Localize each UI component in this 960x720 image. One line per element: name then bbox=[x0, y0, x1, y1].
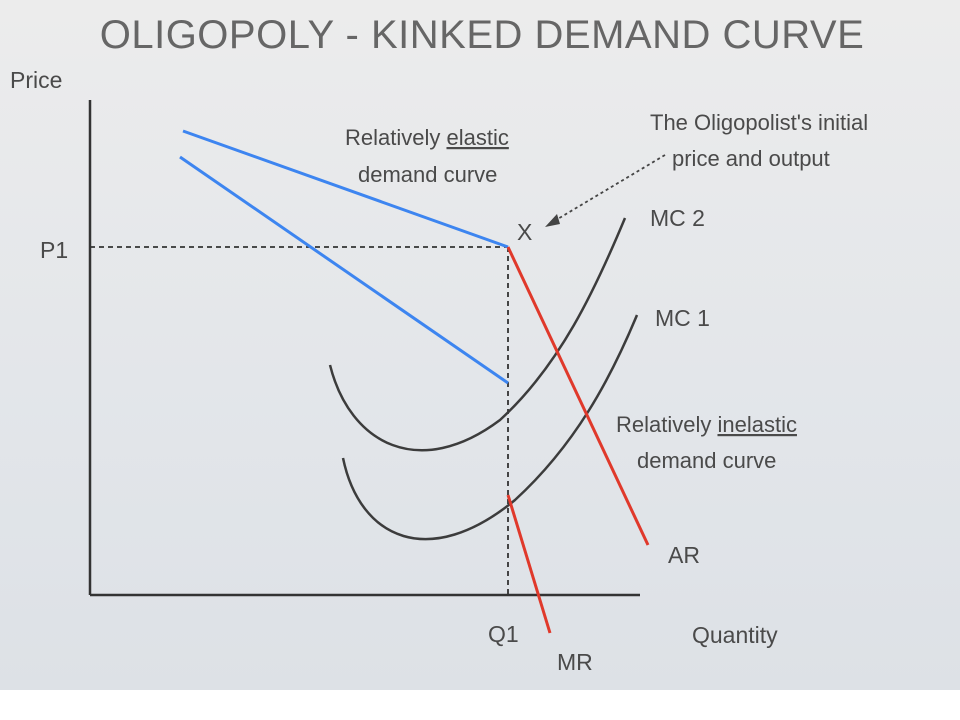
mc2-curve bbox=[328, 217, 627, 452]
elastic-word: elastic bbox=[446, 125, 508, 150]
mc1-curve bbox=[341, 314, 639, 541]
initial-annotation-line2: price and output bbox=[672, 146, 830, 171]
page-title: OLIGOPOLY - KINKED DEMAND CURVE bbox=[100, 13, 865, 57]
inelastic-mr-segment bbox=[506, 494, 552, 634]
mc1-label: MC 1 bbox=[655, 305, 710, 331]
kink-marker: X bbox=[517, 219, 532, 245]
elastic-annotation-line1: Relatively elastic bbox=[345, 125, 509, 150]
quantity-tick-label: Q1 bbox=[488, 621, 519, 647]
inelastic-annotation-line1: Relatively inelastic bbox=[616, 412, 797, 437]
elastic-annotation-line2: demand curve bbox=[358, 162, 497, 187]
elastic-ar-segment bbox=[182, 129, 509, 249]
initial-pointer-arrowhead bbox=[545, 214, 560, 227]
inelastic-ar-segment bbox=[506, 246, 650, 546]
ar-label: AR bbox=[668, 542, 700, 568]
x-axis-label: Quantity bbox=[692, 622, 778, 648]
initial-annotation-line1: The Oligopolist's initial bbox=[650, 110, 868, 135]
mc2-label: MC 2 bbox=[650, 205, 705, 231]
mr-label: MR bbox=[557, 649, 593, 675]
inelastic-annotation-line2: demand curve bbox=[637, 448, 776, 473]
slide: OLIGOPOLY - KINKED DEMAND CURVE Price Qu… bbox=[0, 0, 960, 690]
price-tick-label: P1 bbox=[40, 237, 68, 263]
elastic-mr-segment bbox=[179, 155, 509, 385]
initial-pointer-arrow bbox=[550, 154, 666, 224]
kinked-demand-diagram: OLIGOPOLY - KINKED DEMAND CURVE Price Qu… bbox=[10, 13, 868, 675]
y-axis-label: Price bbox=[10, 67, 62, 93]
inelastic-word: inelastic bbox=[717, 412, 796, 437]
